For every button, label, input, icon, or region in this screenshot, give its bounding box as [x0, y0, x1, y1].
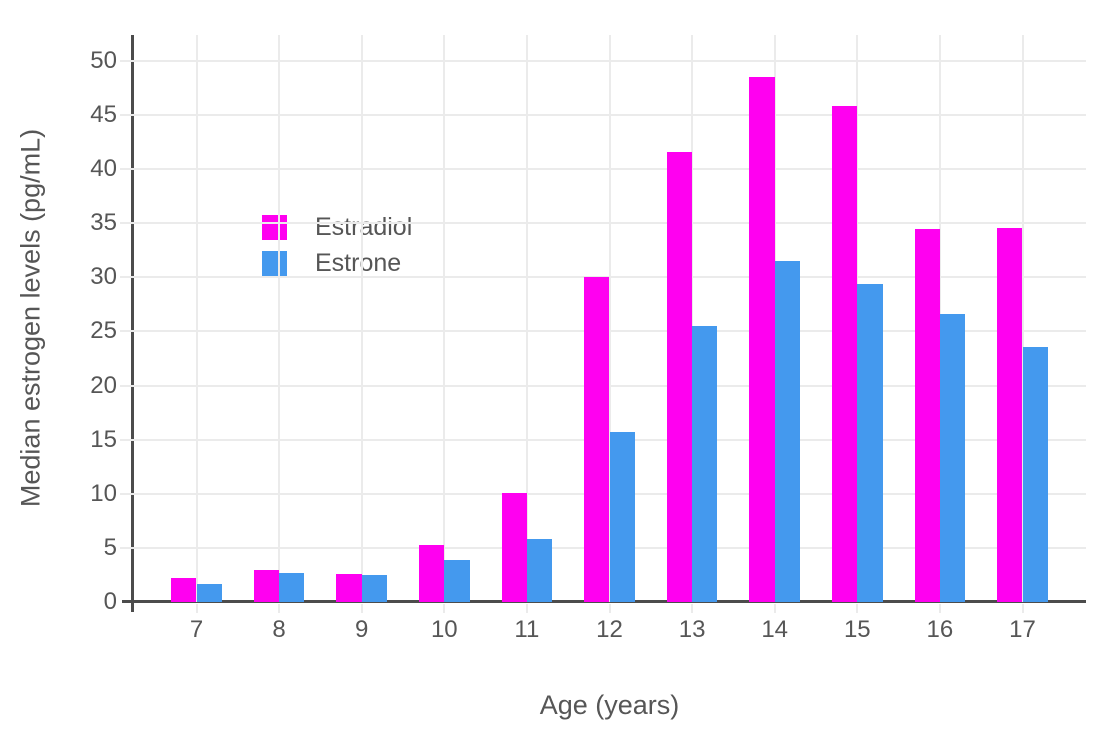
bar-estrone-age-7 — [196, 583, 222, 602]
bar-estradiol-age-17 — [997, 227, 1023, 602]
y-tick-mark-15 — [120, 438, 133, 441]
y-tick-label: 40 — [90, 155, 117, 183]
x-tick-label: 9 — [355, 616, 369, 643]
legend-item-estradiol[interactable]: Estradiol — [262, 215, 412, 240]
bar-estrone-age-15 — [857, 283, 883, 602]
y-axis-line — [131, 35, 134, 612]
x-gridline-8 — [278, 35, 281, 602]
bar-estradiol-age-11 — [501, 492, 527, 602]
bar-estrone-age-12 — [609, 432, 635, 602]
legend: Estradiol Estrone — [262, 215, 412, 287]
bar-estrone-age-11 — [526, 539, 553, 602]
bar-estrone-age-8 — [279, 572, 305, 602]
x-gridline-10 — [443, 35, 446, 602]
legend-swatch-estradiol — [262, 215, 287, 240]
x-tick-label: 15 — [843, 616, 871, 643]
legend-label: Estrone — [315, 249, 402, 277]
y-tick-label: 50 — [90, 46, 117, 74]
y-tick-mark-5 — [120, 546, 133, 549]
x-tick-label: 8 — [272, 616, 286, 643]
y-tick-mark-20 — [120, 384, 133, 387]
x-tick-mark-7 — [195, 604, 198, 613]
x-tick-mark-9 — [360, 604, 363, 613]
bar-estrone-age-16 — [939, 314, 966, 602]
bar-estradiol-age-8 — [253, 569, 280, 602]
x-gridline-11 — [525, 35, 528, 602]
x-tick-mark-16 — [938, 604, 941, 613]
y-axis-title: Median estrogen levels (pg/mL) — [15, 128, 46, 508]
x-gridline-12 — [608, 35, 611, 602]
y-tick-mark-30 — [120, 276, 133, 279]
x-tick-label: 11 — [514, 616, 540, 643]
bar-estradiol-age-12 — [584, 277, 610, 602]
x-tick-label: 7 — [189, 616, 204, 643]
y-tick-label: 45 — [90, 101, 117, 129]
bar-estradiol-age-7 — [171, 578, 197, 602]
y-tick-mark-25 — [120, 330, 133, 333]
x-gridline-7 — [195, 35, 198, 602]
bar-estradiol-age-14 — [749, 77, 775, 602]
y-tick-mark-40 — [120, 168, 133, 171]
legend-item-estrone[interactable]: Estrone — [262, 251, 412, 276]
legend-label: Estradiol — [315, 213, 413, 241]
x-tick-mark-10 — [443, 604, 446, 613]
bar-estradiol-age-16 — [914, 228, 940, 602]
y-tick-label: 30 — [90, 263, 117, 291]
x-tick-label: 13 — [678, 616, 706, 643]
y-tick-mark-50 — [120, 59, 133, 62]
legend-swatch-estrone — [262, 251, 287, 276]
x-tick-mark-15 — [856, 604, 859, 613]
x-tick-label: 14 — [761, 616, 789, 643]
bar-estradiol-age-10 — [419, 544, 445, 602]
bar-estrone-age-13 — [692, 326, 718, 602]
x-tick-mark-13 — [691, 604, 694, 613]
x-tick-mark-8 — [278, 604, 281, 613]
y-tick-mark-35 — [120, 222, 133, 225]
x-tick-label: 12 — [596, 616, 623, 643]
x-tick-mark-12 — [608, 604, 611, 613]
x-gridline-13 — [691, 35, 694, 602]
x-gridline-9 — [360, 35, 363, 602]
y-tick-label: 25 — [90, 317, 117, 345]
plot-area[interactable]: Estradiol Estrone 0 5 10 15 20 25 30 35 40 45 50 7 8 9… — [90, 35, 1086, 643]
x-tick-label: 17 — [1009, 616, 1036, 643]
x-axis-title: Age (years) — [539, 690, 680, 720]
y-tick-label: 10 — [90, 479, 117, 507]
bar-estradiol-age-15 — [832, 106, 858, 602]
y-tick-label: 15 — [90, 425, 117, 453]
y-tick-label: 5 — [103, 533, 117, 561]
bar-estrone-age-10 — [444, 559, 470, 602]
y-tick-label: 0 — [103, 588, 117, 615]
x-tick-mark-14 — [773, 604, 776, 613]
y-tick-mark-10 — [120, 492, 133, 495]
y-tick-mark-45 — [120, 114, 133, 117]
x-tick-mark-11 — [525, 604, 528, 613]
x-tick-mark-17 — [1021, 604, 1024, 613]
x-tick-label: 10 — [430, 616, 458, 643]
y-tick-label: 20 — [90, 371, 117, 399]
x-tick-label: 16 — [926, 616, 954, 643]
bar-estrone-age-9 — [361, 574, 387, 602]
y-tick-label: 35 — [90, 209, 117, 237]
bar-estrone-age-14 — [774, 261, 800, 602]
x-gridline-17 — [1021, 35, 1024, 602]
bar-estradiol-age-13 — [666, 151, 693, 602]
bar-estrone-age-17 — [1022, 346, 1048, 602]
bar-estradiol-age-9 — [336, 573, 362, 602]
